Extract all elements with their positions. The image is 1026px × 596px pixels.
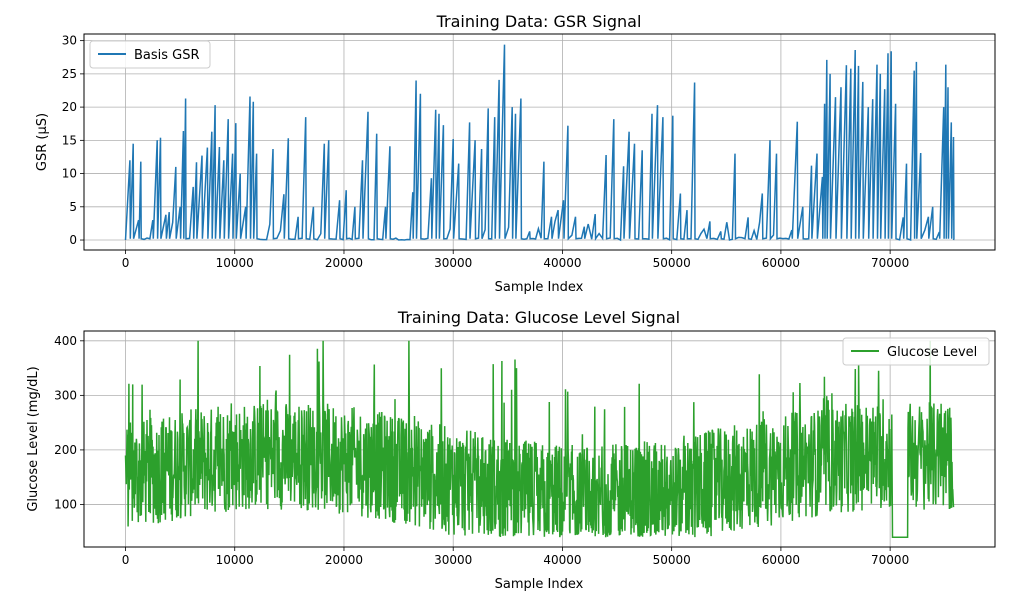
glucose-y-tick-label: 400 <box>54 334 77 348</box>
glucose-x-tick-label: 70000 <box>871 553 909 567</box>
gsr-y-ticks: 0 5 10 15 20 25 30 <box>62 34 84 247</box>
gsr-chart: Training Data: GSR Signal 0 10000 20000 300… <box>35 12 996 295</box>
gsr-x-tick-label: 30000 <box>434 256 472 270</box>
glucose-x-ticks: 0 10000 20000 30000 40000 50000 60000 70000 <box>122 547 909 567</box>
glucose-legend-label: Glucose Level <box>887 345 977 360</box>
glucose-y-axis-label: Glucose Level (mg/dL) <box>26 366 41 511</box>
glucose-x-tick-label: 40000 <box>543 553 581 567</box>
glucose-y-tick-label: 100 <box>54 497 77 511</box>
gsr-legend-box <box>89 40 211 69</box>
gsr-x-axis-label: Sample Index <box>495 280 584 295</box>
glucose-x-tick-label: 10000 <box>216 553 254 567</box>
gsr-x-tick-label: 60000 <box>762 256 800 270</box>
glucose-y-tick-label: 200 <box>54 443 77 457</box>
glucose-x-tick-label: 30000 <box>434 553 472 567</box>
glucose-legend: Glucose Level <box>842 337 990 366</box>
gsr-y-tick-label: 15 <box>62 133 77 147</box>
glucose-x-tick-label: 20000 <box>325 553 363 567</box>
gsr-legend: Basis GSR <box>89 40 211 69</box>
glucose-y-ticks: 100 200 300 400 <box>54 334 84 511</box>
gsr-x-tick-label: 70000 <box>871 256 909 270</box>
glucose-legend-box <box>842 337 990 366</box>
gsr-series-line <box>124 44 955 242</box>
gsr-plot-frame <box>83 33 996 251</box>
gsr-x-ticks: 0 10000 20000 30000 40000 50000 60000 70000 <box>122 250 909 270</box>
gsr-x-tick-label: 20000 <box>325 256 363 270</box>
gsr-y-tick-label: 5 <box>69 200 77 214</box>
gsr-y-tick-label: 20 <box>62 100 77 114</box>
gsr-y-tick-label: 0 <box>69 233 77 247</box>
glucose-x-axis-label: Sample Index <box>495 577 584 592</box>
glucose-plot-frame <box>83 330 996 548</box>
gsr-x-tick-label: 40000 <box>543 256 581 270</box>
gsr-x-tick-label: 0 <box>122 256 130 270</box>
gsr-x-tick-label: 50000 <box>653 256 691 270</box>
gsr-y-axis-label: GSR (µS) <box>35 113 50 171</box>
glucose-x-tick-label: 0 <box>122 553 130 567</box>
glucose-x-tick-label: 60000 <box>762 553 800 567</box>
gsr-y-tick-label: 25 <box>62 67 77 81</box>
glucose-chart: Training Data: Glucose Level Signal 0 100… <box>26 308 996 592</box>
glucose-x-tick-label: 50000 <box>653 553 691 567</box>
glucose-chart-title: Training Data: Glucose Level Signal <box>397 308 680 327</box>
gsr-y-tick-label: 10 <box>62 167 77 181</box>
glucose-series-line <box>124 340 955 538</box>
gsr-x-tick-label: 10000 <box>216 256 254 270</box>
gsr-y-tick-label: 30 <box>62 34 77 48</box>
gsr-legend-label: Basis GSR <box>134 48 200 63</box>
gsr-chart-title: Training Data: GSR Signal <box>436 12 642 31</box>
glucose-y-tick-label: 300 <box>54 388 77 402</box>
